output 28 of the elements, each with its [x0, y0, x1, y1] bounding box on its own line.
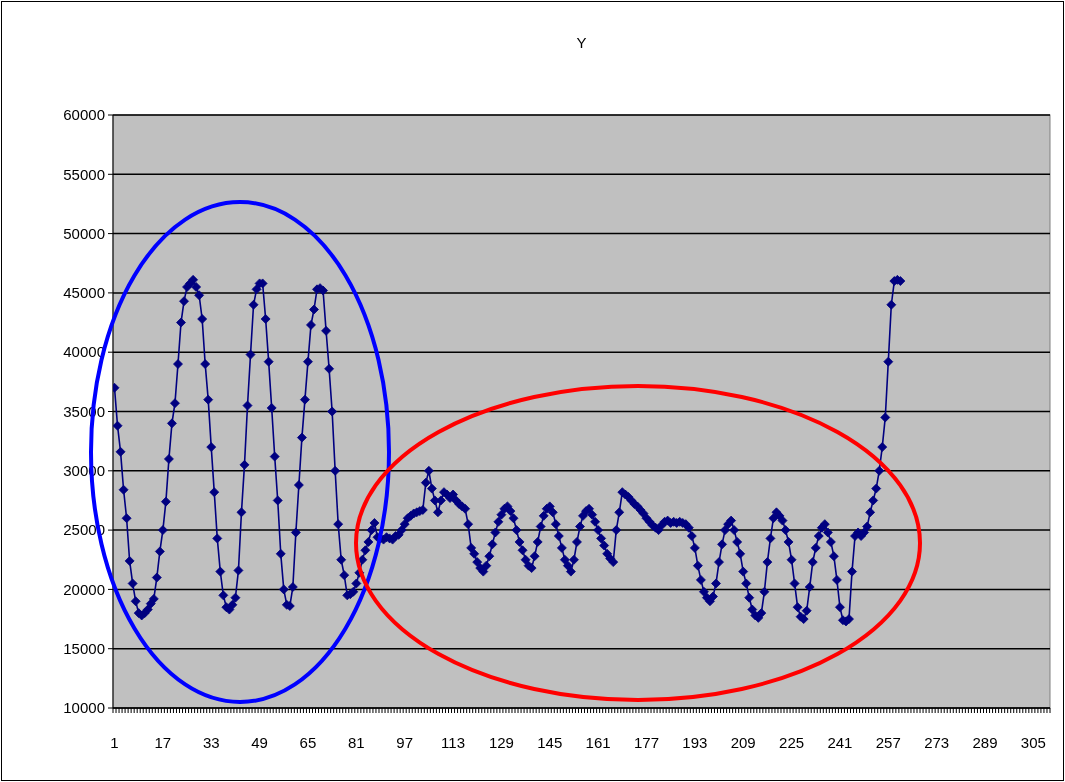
x-tick-label: 225: [779, 734, 805, 751]
x-tick-label: 273: [924, 734, 950, 751]
y-tick-label: 55000: [63, 165, 105, 183]
x-tick-label: 241: [827, 734, 853, 751]
x-tick-label: 289: [972, 734, 998, 751]
x-tick-label: 177: [633, 734, 659, 751]
y-tick-label: 10000: [63, 699, 105, 717]
x-tick-label: 17: [154, 734, 172, 751]
x-tick-label: 65: [299, 734, 317, 751]
y-tick-label: 60000: [63, 106, 105, 124]
x-tick-label: 257: [875, 734, 901, 751]
x-tick-label: 209: [730, 734, 756, 751]
x-tick-label: 161: [585, 734, 611, 751]
x-tick-label: 145: [537, 734, 563, 751]
chart-title: Y: [576, 34, 587, 51]
x-tick-label: 33: [202, 734, 220, 751]
x-tick-label: 129: [488, 734, 514, 751]
x-tick-label: 81: [347, 734, 365, 751]
y-tick-label: 50000: [63, 224, 105, 242]
y-tick-label: 45000: [63, 284, 105, 302]
x-tick-label: 97: [396, 734, 414, 751]
x-tick-label: 49: [251, 734, 268, 751]
x-tick-label: 1: [110, 734, 119, 751]
y-tick-label: 15000: [63, 639, 105, 657]
x-tick-label: 193: [682, 734, 708, 751]
x-tick-label: 113: [441, 734, 465, 751]
y-tick-label: 20000: [63, 580, 105, 598]
x-tick-label: 305: [1020, 734, 1046, 751]
